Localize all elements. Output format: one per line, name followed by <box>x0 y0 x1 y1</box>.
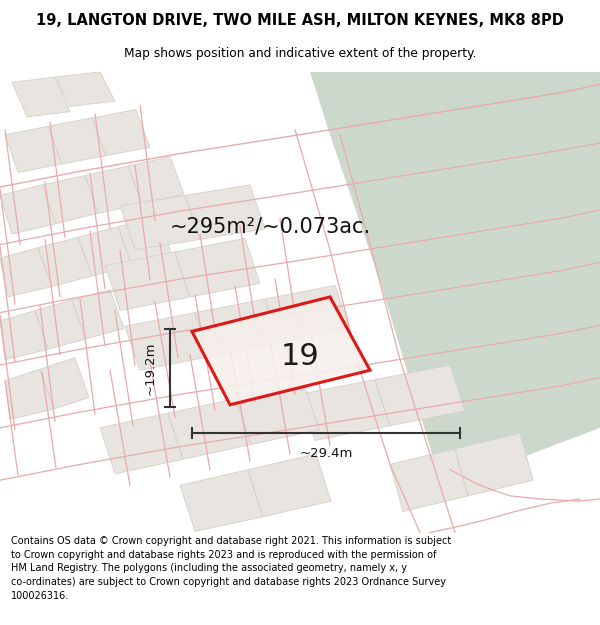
Polygon shape <box>42 176 98 224</box>
Polygon shape <box>0 311 48 360</box>
Polygon shape <box>78 227 132 276</box>
Polygon shape <box>5 126 62 173</box>
Polygon shape <box>300 379 390 441</box>
Text: Map shows position and indicative extent of the property.: Map shows position and indicative extent… <box>124 48 476 61</box>
Polygon shape <box>5 369 54 419</box>
Polygon shape <box>192 297 370 405</box>
Polygon shape <box>310 72 600 480</box>
Polygon shape <box>35 300 86 349</box>
Polygon shape <box>185 185 265 239</box>
Polygon shape <box>105 252 190 311</box>
Polygon shape <box>38 238 92 286</box>
Polygon shape <box>92 109 150 156</box>
Polygon shape <box>168 399 251 459</box>
Polygon shape <box>118 216 172 266</box>
Polygon shape <box>40 357 89 409</box>
Polygon shape <box>390 449 468 511</box>
Polygon shape <box>72 289 124 339</box>
Polygon shape <box>128 157 184 204</box>
Text: ~295m²/~0.073ac.: ~295m²/~0.073ac. <box>169 217 371 237</box>
Polygon shape <box>55 72 115 106</box>
Text: ~29.4m: ~29.4m <box>299 448 353 461</box>
Polygon shape <box>100 413 183 474</box>
Polygon shape <box>248 454 331 517</box>
Polygon shape <box>85 166 142 213</box>
Polygon shape <box>180 470 263 531</box>
Polygon shape <box>0 185 56 234</box>
Polygon shape <box>125 312 210 370</box>
Polygon shape <box>195 299 280 357</box>
Text: Contains OS data © Crown copyright and database right 2021. This information is : Contains OS data © Crown copyright and d… <box>11 536 451 601</box>
Polygon shape <box>12 77 70 117</box>
Text: ~19.2m: ~19.2m <box>143 341 157 395</box>
Text: 19: 19 <box>281 342 320 371</box>
Polygon shape <box>455 433 533 496</box>
Polygon shape <box>175 238 260 297</box>
Text: 19, LANGTON DRIVE, TWO MILE ASH, MILTON KEYNES, MK8 8PD: 19, LANGTON DRIVE, TWO MILE ASH, MILTON … <box>36 12 564 28</box>
Polygon shape <box>48 118 106 164</box>
Polygon shape <box>120 196 200 250</box>
Polygon shape <box>375 365 465 426</box>
Polygon shape <box>0 248 52 297</box>
Polygon shape <box>236 384 319 444</box>
Polygon shape <box>265 286 350 343</box>
